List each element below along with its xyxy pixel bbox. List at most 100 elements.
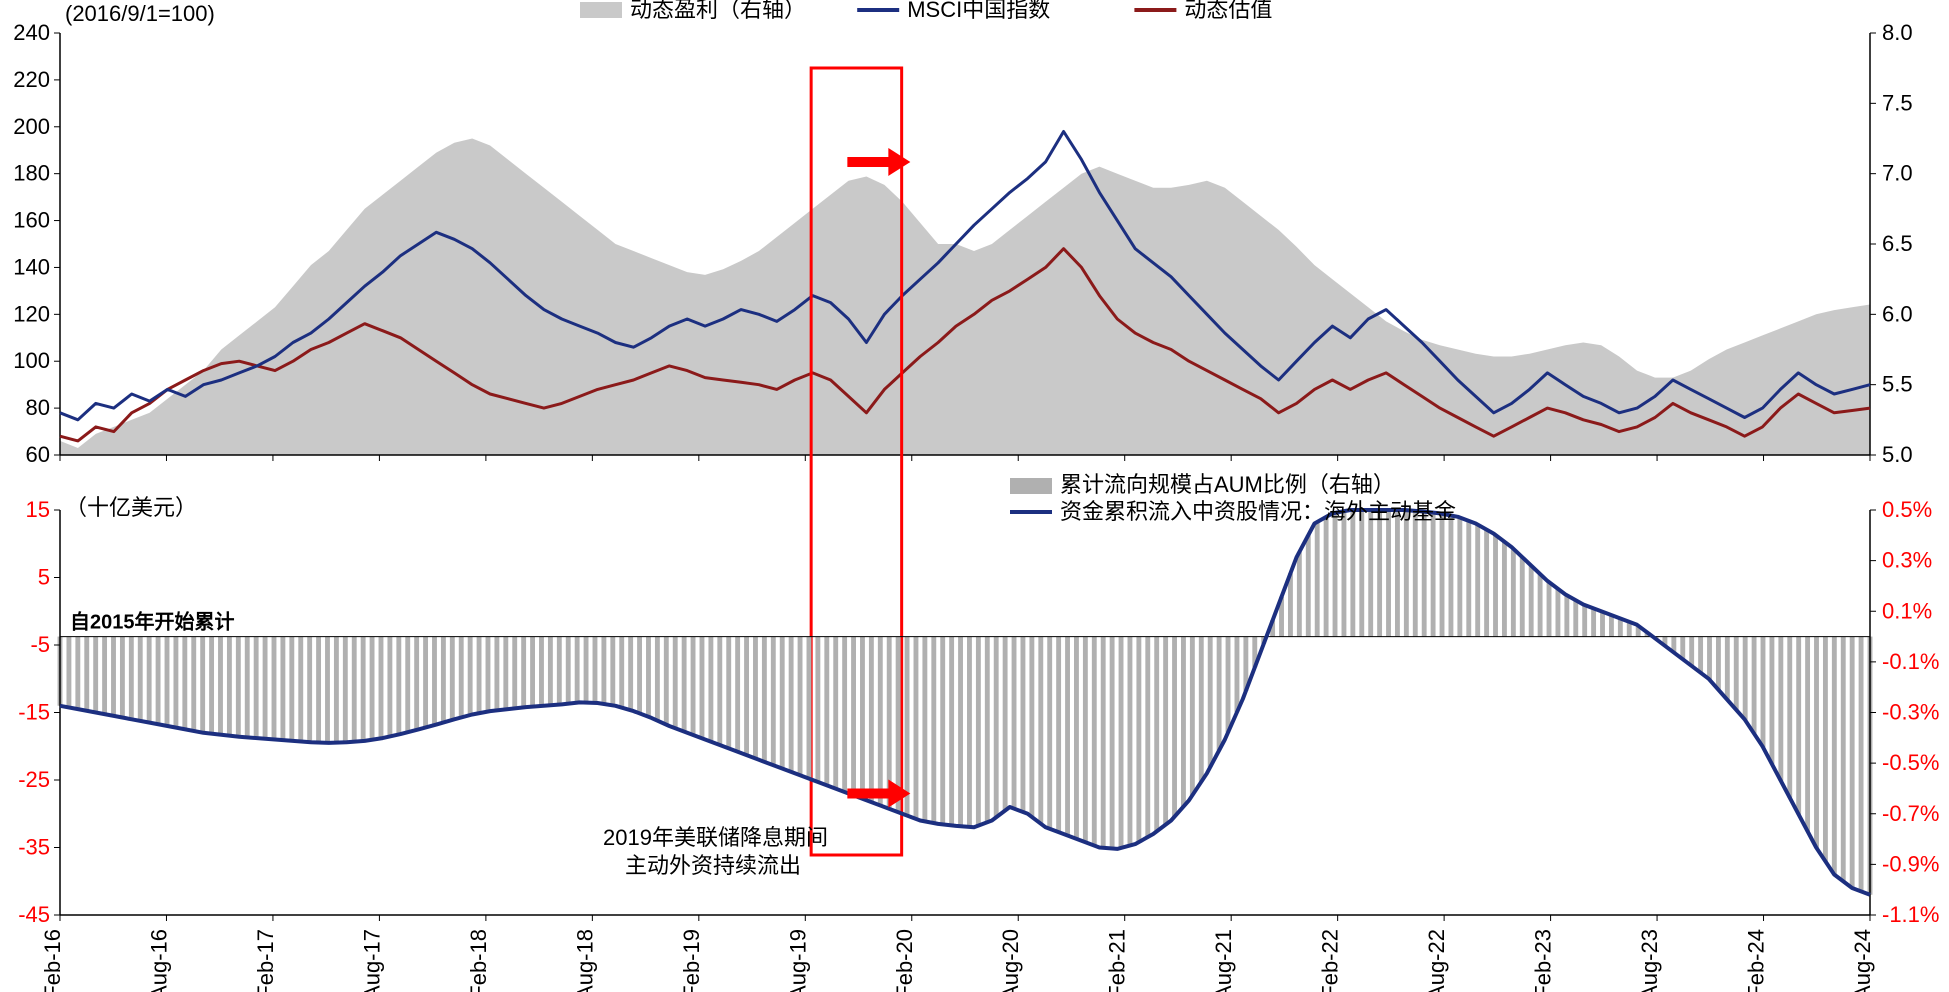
bottom-bar [173,637,178,728]
bottom-bar [842,637,847,792]
bottom-bar [958,637,963,827]
bottom-bar [708,637,713,742]
bottom-bar [1689,637,1694,666]
bottom-bar [138,637,143,721]
bottom-bar [1778,637,1783,781]
bottom-bar [922,637,927,822]
bottom-bar [753,637,758,759]
bottom-bar [1422,512,1427,637]
bottom-bar [1752,637,1757,734]
top-yright-tick: 5.5 [1882,372,1913,397]
x-tick-label: Feb-20 [892,929,917,992]
bottom-yright-tick: 0.3% [1882,548,1932,573]
bottom-bar [798,637,803,776]
top-arrow-head [888,148,910,176]
bottom-bar [1029,637,1034,817]
bottom-bar [1609,615,1614,636]
bottom-bar [717,637,722,745]
bottom-subtitle: （十亿美元） [65,495,197,520]
bottom-bar [93,637,98,713]
bottom-bar [1136,637,1141,843]
bottom-bar [209,637,214,734]
bottom-bar [985,637,990,823]
bottom-bar [1047,637,1052,829]
top-yleft-tick: 180 [13,161,50,186]
bottom-bar [272,637,277,740]
bottom-bar [1850,637,1855,888]
bottom-bar [227,637,232,736]
bottom-bar [1734,637,1739,710]
bottom-yleft-tick: -15 [18,700,50,725]
bottom-bar [780,637,785,769]
top-yright-tick: 5.0 [1882,442,1913,467]
bottom-bar [682,637,687,732]
bottom-bar [521,637,526,708]
bottom-yleft-tick: -45 [18,902,50,927]
x-tick-label: Aug-24 [1850,929,1875,992]
bottom-bar [1841,637,1846,882]
legend-label: 动态估值 [1184,0,1272,22]
bottom-bar [878,637,883,806]
bottom-bar [1457,518,1462,637]
bottom-bar [218,637,223,735]
bottom-bar [352,637,357,742]
bottom-bar [744,637,749,756]
top-yleft-tick: 80 [26,395,50,420]
bottom-bar [1582,605,1587,637]
bottom-yright-tick: -0.1% [1882,649,1939,674]
bottom-bar [120,637,125,718]
bottom-bar [387,637,392,737]
bottom-yleft-tick: -35 [18,835,50,860]
bottom-yright-tick: -0.9% [1882,851,1939,876]
bottom-bar [1814,637,1819,848]
legend-label: 资金累积流入中资股情况：海外主动基金 [1060,499,1456,524]
top-subtitle: (2016/9/1=100) [65,1,215,26]
legend-label: 动态盈利（右轴） [630,0,806,22]
bottom-bar [379,637,384,739]
bottom-bar [191,637,196,731]
bottom-bar [1038,637,1043,824]
bottom-yright-tick: -0.3% [1882,700,1939,725]
bottom-bar [1128,637,1133,846]
bottom-bar [129,637,134,720]
bottom-bar [396,637,401,735]
bottom-yleft-tick: -25 [18,767,50,792]
bottom-bar [655,637,660,721]
bottom-bar [1012,637,1017,809]
bottom-bar [619,637,624,708]
bottom-bar [994,637,999,818]
bottom-bar [325,637,330,743]
top-yleft-tick: 60 [26,442,50,467]
bottom-bar [1226,637,1231,733]
top-yleft-tick: 140 [13,254,50,279]
bottom-bar [905,637,910,816]
bottom-bar [1199,637,1204,782]
bottom-bar [1021,637,1026,812]
bottom-bar [423,637,428,728]
x-tick-label: Aug-22 [1424,929,1449,992]
legend-swatch [580,2,622,18]
bottom-bar [1315,522,1320,637]
top-yleft-tick: 120 [13,301,50,326]
bottom-bar [361,637,366,741]
bottom-bar [1475,525,1480,637]
bottom-bar [610,637,615,706]
top-yleft-tick: 160 [13,208,50,233]
bottom-bar [584,637,589,703]
bottom-bar [637,637,642,714]
bottom-yright-tick: -0.7% [1882,801,1939,826]
bottom-bar [1493,535,1498,637]
bottom-bar [147,637,152,723]
bottom-bar [1119,637,1124,848]
bottom-yright-tick: 0.1% [1882,598,1932,623]
bottom-bar [245,637,250,738]
chart-svg: 60801001201401601802002202405.05.56.06.5… [0,0,1949,992]
bottom-bar [833,637,838,789]
top-yright-tick: 6.5 [1882,231,1913,256]
bottom-bar [512,637,517,709]
bottom-bar [1386,510,1391,637]
bottom-bar [1333,513,1338,637]
x-tick-label: Feb-17 [253,929,278,992]
bottom-bar [1769,637,1774,764]
bottom-bar [1448,515,1453,636]
